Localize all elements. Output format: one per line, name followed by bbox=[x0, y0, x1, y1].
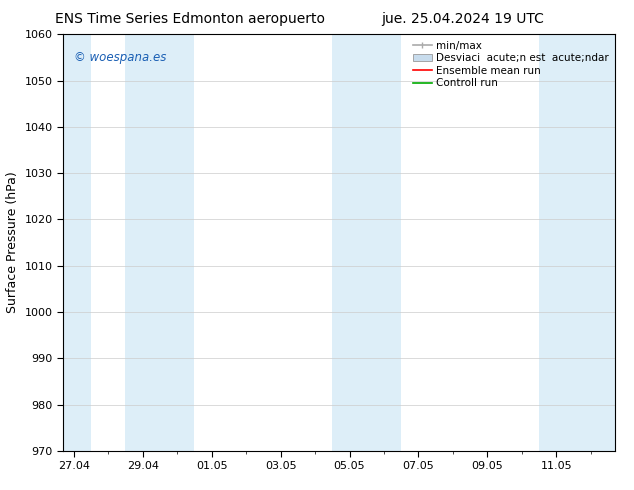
Bar bbox=[126, 34, 160, 451]
Bar bbox=[160, 34, 195, 451]
Text: ENS Time Series Edmonton aeropuerto: ENS Time Series Edmonton aeropuerto bbox=[55, 12, 325, 26]
Bar bbox=[332, 34, 366, 451]
Bar bbox=[63, 34, 91, 451]
Y-axis label: Surface Pressure (hPa): Surface Pressure (hPa) bbox=[6, 172, 19, 314]
Text: jue. 25.04.2024 19 UTC: jue. 25.04.2024 19 UTC bbox=[382, 12, 544, 26]
Bar bbox=[366, 34, 401, 451]
Legend: min/max, Desviaci  acute;n est  acute;ndar, Ensemble mean run, Controll run: min/max, Desviaci acute;n est acute;ndar… bbox=[409, 36, 613, 93]
Bar bbox=[539, 34, 615, 451]
Text: © woespana.es: © woespana.es bbox=[74, 51, 167, 64]
